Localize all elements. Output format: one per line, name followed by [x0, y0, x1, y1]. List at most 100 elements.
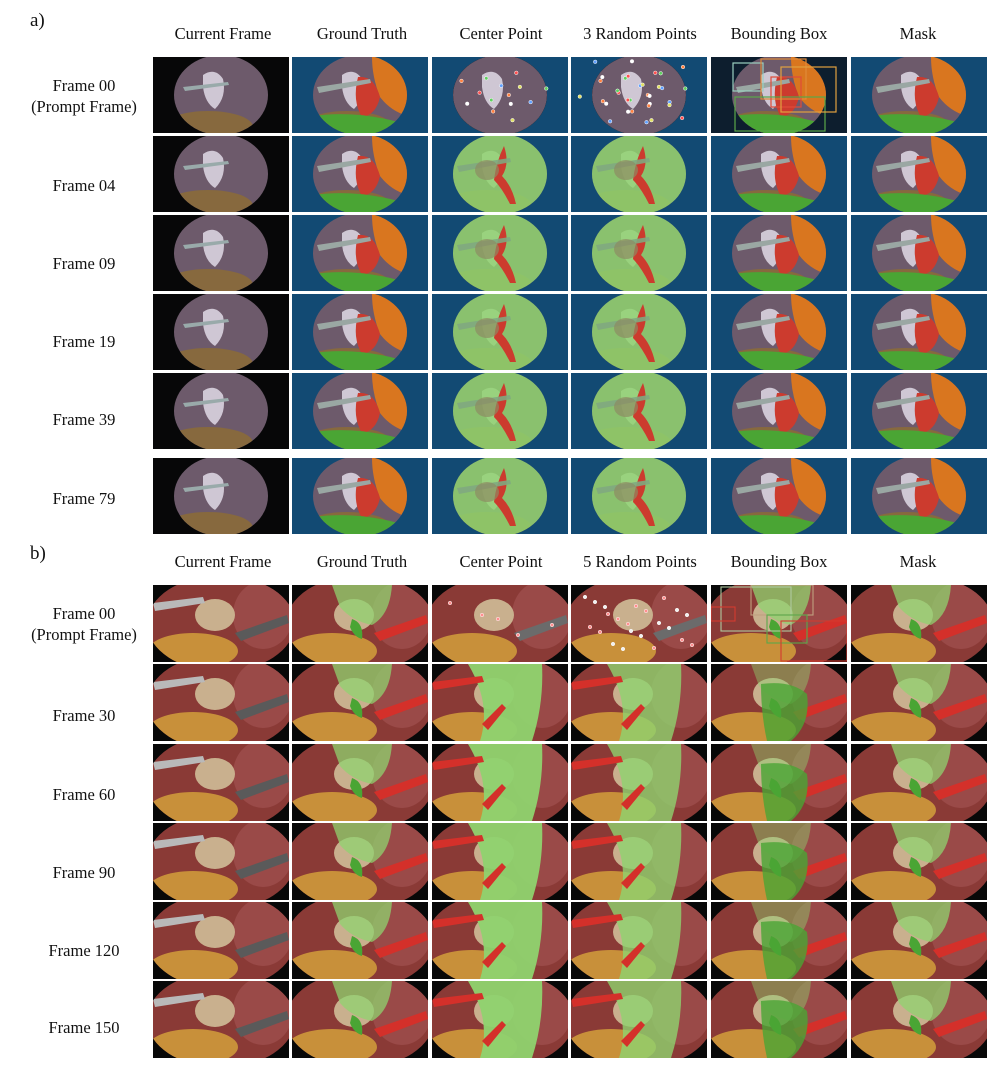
panel-b-tile-random-points-row-5 [571, 981, 707, 1058]
panel-a-tile-current-frame-row-1 [153, 136, 289, 212]
panel-a-tile-bounding-box-row-3 [711, 294, 847, 370]
panel-a-tile-center-point-row-1 [432, 136, 568, 212]
panel-a-tile-mask-row-0 [851, 57, 987, 133]
panel-b-row-label-2: Frame 60 [52, 785, 116, 804]
panel-b-tile-bounding-box-row-4 [711, 902, 847, 979]
panel-a-tile-ground-truth-row-0 [292, 57, 428, 133]
panel-b-col-bounding-box: Bounding Box [730, 552, 828, 571]
panel-b-row-label-1: Frame 30 [52, 706, 116, 725]
panel-a-tile-random-points-row-2 [571, 215, 707, 291]
panel-a-tile-random-points-row-1 [571, 136, 707, 212]
panel-b-tile-center-point-row-2 [432, 744, 568, 821]
panel-b-tile-center-point-row-3 [432, 823, 568, 900]
panel-a-tile-mask-row-2 [851, 215, 987, 291]
panel-b-tile-bounding-box-row-0 [711, 585, 847, 662]
panel-b-col-mask: Mask [899, 552, 937, 571]
panel-b-tile-current-frame-row-1 [153, 664, 289, 741]
panel-b-tile-bounding-box-row-3 [711, 823, 847, 900]
panel-a-tile-center-point-row-2 [432, 215, 568, 291]
panel-b-tile-random-points-row-1 [571, 664, 707, 741]
panel-a-tile-ground-truth-row-3 [292, 294, 428, 370]
panel-a-tile-current-frame-row-5 [153, 458, 289, 534]
panel-b-col-ground-truth: Ground Truth [316, 552, 408, 571]
panel-b-tile-current-frame-row-4 [153, 902, 289, 979]
panel-a-tile-current-frame-row-2 [153, 215, 289, 291]
panel-a-tile-random-points-row-4 [571, 373, 707, 449]
panel-a-tile-center-point-row-5 [432, 458, 568, 534]
panel-a-tile-center-point-row-3 [432, 294, 568, 370]
panel-b-tile-mask-row-3 [851, 823, 987, 900]
panel-b-tile-ground-truth-row-3 [292, 823, 428, 900]
panel-a-tile-current-frame-row-0 [153, 57, 289, 133]
panel-a-tile-mask-row-5 [851, 458, 987, 534]
panel-b-row-label-5: Frame 150 [48, 1018, 120, 1037]
panel-b-tile-random-points-row-4 [571, 902, 707, 979]
panel-a-row-label-3: Frame 19 [52, 332, 116, 351]
panel-b-letter: b) [30, 543, 46, 564]
panel-a-tile-ground-truth-row-4 [292, 373, 428, 449]
panel-a-row-label-1: Frame 04 [52, 176, 116, 195]
panel-b-col-random-points: 5 Random Points [583, 552, 697, 571]
panel-a-tile-current-frame-row-3 [153, 294, 289, 370]
panel-a-col-ground-truth: Ground Truth [316, 24, 408, 43]
panel-a-col-current-frame: Current Frame [174, 24, 272, 43]
panel-b-tile-random-points-row-0 [571, 585, 707, 662]
panel-b-tile-ground-truth-row-4 [292, 902, 428, 979]
panel-a-tile-ground-truth-row-2 [292, 215, 428, 291]
panel-a-tile-mask-row-1 [851, 136, 987, 212]
panel-b-tile-random-points-row-2 [571, 744, 707, 821]
panel-a-row-label-4: Frame 39 [52, 410, 116, 429]
panel-b-tile-mask-row-5 [851, 981, 987, 1058]
panel-b-tile-bounding-box-row-2 [711, 744, 847, 821]
panel-a-col-bounding-box: Bounding Box [730, 24, 828, 43]
panel-b-tile-mask-row-1 [851, 664, 987, 741]
panel-b-tile-ground-truth-row-5 [292, 981, 428, 1058]
panel-a-row-label-0: Frame 00 (Prompt Frame) [10, 75, 158, 117]
panel-b-tile-current-frame-row-3 [153, 823, 289, 900]
panel-b-col-center-point: Center Point [459, 552, 543, 571]
panel-a-tile-bounding-box-row-4 [711, 373, 847, 449]
panel-b-tile-ground-truth-row-0 [292, 585, 428, 662]
row-label-sub: (Prompt Frame) [31, 625, 137, 644]
row-label-main: Frame 00 [52, 604, 116, 623]
panel-a-tile-bounding-box-row-2 [711, 215, 847, 291]
panel-b-tile-ground-truth-row-1 [292, 664, 428, 741]
panel-b-col-current-frame: Current Frame [174, 552, 272, 571]
panel-a-tile-random-points-row-5 [571, 458, 707, 534]
panel-b-tile-current-frame-row-2 [153, 744, 289, 821]
panel-b-tile-center-point-row-4 [432, 902, 568, 979]
panel-b-tile-current-frame-row-0 [153, 585, 289, 662]
panel-a-tile-bounding-box-row-0 [711, 57, 847, 133]
panel-b-tile-mask-row-4 [851, 902, 987, 979]
row-label-main: Frame 00 [52, 76, 116, 95]
panel-a-tile-mask-row-4 [851, 373, 987, 449]
panel-b-tile-center-point-row-0 [432, 585, 568, 662]
panel-a-col-center-point: Center Point [459, 24, 543, 43]
panel-b-tile-ground-truth-row-2 [292, 744, 428, 821]
panel-a-tile-bounding-box-row-5 [711, 458, 847, 534]
panel-a-tile-current-frame-row-4 [153, 373, 289, 449]
panel-a-tile-ground-truth-row-1 [292, 136, 428, 212]
panel-a-tile-random-points-row-3 [571, 294, 707, 370]
panel-a-row-label-2: Frame 09 [52, 254, 116, 273]
panel-b-row-label-3: Frame 90 [52, 863, 116, 882]
panel-a-row-label-5: Frame 79 [52, 489, 116, 508]
panel-b-row-label-0: Frame 00 (Prompt Frame) [10, 603, 158, 645]
panel-b-tile-bounding-box-row-5 [711, 981, 847, 1058]
panel-a-tile-center-point-row-4 [432, 373, 568, 449]
panel-b-tile-bounding-box-row-1 [711, 664, 847, 741]
panel-a-tile-center-point-row-0 [432, 57, 568, 133]
panel-b-tile-mask-row-2 [851, 744, 987, 821]
panel-b-tile-current-frame-row-5 [153, 981, 289, 1058]
panel-a-col-mask: Mask [899, 24, 937, 43]
panel-b-tile-center-point-row-1 [432, 664, 568, 741]
panel-a-letter: a) [30, 10, 45, 31]
panel-a-tile-mask-row-3 [851, 294, 987, 370]
panel-b-tile-center-point-row-5 [432, 981, 568, 1058]
panel-a-tile-bounding-box-row-1 [711, 136, 847, 212]
panel-a-tile-random-points-row-0 [571, 57, 707, 133]
panel-b-tile-random-points-row-3 [571, 823, 707, 900]
row-label-sub: (Prompt Frame) [31, 97, 137, 116]
panel-a-col-random-points: 3 Random Points [583, 24, 697, 43]
panel-b-row-label-4: Frame 120 [48, 941, 120, 960]
